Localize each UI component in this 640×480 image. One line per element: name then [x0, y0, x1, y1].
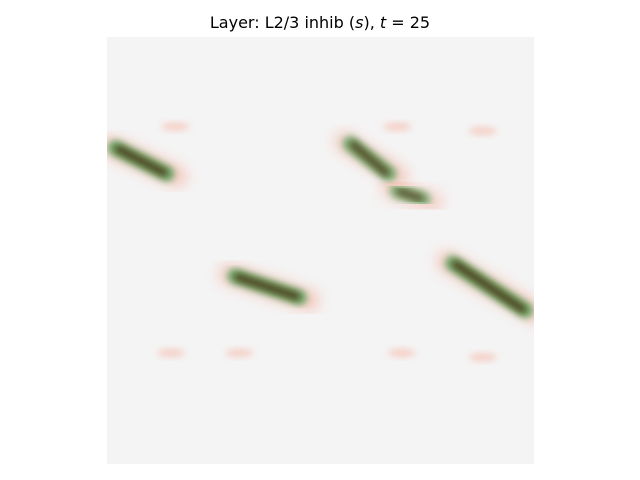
diagonal-blob [436, 251, 534, 324]
heatmap-background [107, 37, 534, 464]
diagonal-blob [381, 178, 443, 213]
faint-spot [468, 126, 497, 135]
diagonal-blob-core [114, 145, 168, 177]
diagonal-blob-core [234, 273, 301, 301]
faint-spot [387, 348, 416, 357]
faint-spot [383, 122, 412, 131]
faint-spot [157, 348, 186, 357]
diagonal-blob-core [349, 140, 390, 177]
diagonal-blob-core [396, 187, 424, 203]
heatmap-plot-area [107, 37, 534, 464]
diagonal-blob-core [451, 260, 527, 314]
diagonal-blob [107, 136, 187, 187]
diagonal-blob [219, 264, 320, 311]
chart-title: Layer: L2/3 inhib (s), t = 25 [210, 13, 430, 32]
faint-spot [161, 122, 190, 131]
diagonal-blob [334, 131, 409, 187]
faint-spot [468, 353, 497, 362]
